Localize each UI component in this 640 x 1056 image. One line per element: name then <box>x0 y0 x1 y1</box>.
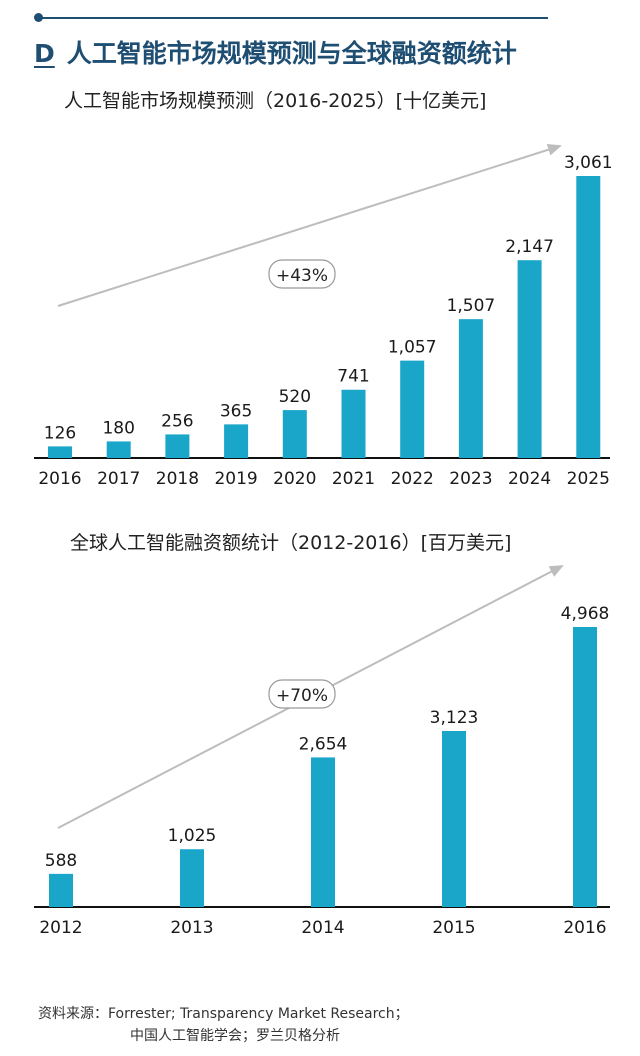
chart1-value-label: 256 <box>161 411 193 431</box>
chart2-value-label: 588 <box>45 851 77 871</box>
chart2-bar <box>573 627 597 907</box>
chart1-bar <box>458 319 483 458</box>
chart2-value-label: 4,968 <box>561 604 610 624</box>
chart2-category-label: 2014 <box>301 918 344 938</box>
chart1-bar <box>106 441 131 458</box>
chart2-category-label: 2015 <box>432 918 475 938</box>
chart1-growth-label: +43% <box>276 266 328 286</box>
source-line1: Forrester; Transparency Market Research； <box>108 1006 409 1022</box>
source-note: 资料来源：Forrester; Transparency Market Rese… <box>38 1003 409 1047</box>
chart2-bar <box>442 730 466 907</box>
chart1-category-label: 2024 <box>508 469 551 489</box>
chart2-bar <box>180 849 204 907</box>
chart1-value-label: 3,061 <box>564 153 613 173</box>
chart1-value-label: 520 <box>279 387 311 407</box>
source-label: 资料来源： <box>38 1006 108 1022</box>
chart1-category-label: 2025 <box>567 469 610 489</box>
chart1-value-label: 741 <box>337 367 369 387</box>
chart1-value-label: 1,057 <box>388 338 437 358</box>
chart2-title: 全球人工智能融资额统计（2012-2016）[百万美元] <box>70 532 512 554</box>
chart1-bar <box>48 446 72 458</box>
chart1-category-label: 2021 <box>332 469 375 489</box>
chart2-value-label: 3,123 <box>430 708 479 728</box>
chart2-value-label: 2,654 <box>299 734 348 754</box>
figure-letter: D <box>34 39 55 68</box>
chart1-value-label: 126 <box>44 423 76 443</box>
chart2-bar <box>49 873 73 907</box>
chart1-value-label: 1,507 <box>447 296 496 316</box>
chart1-category-label: 2020 <box>273 469 316 489</box>
figure-title: 人工智能市场规模预测与全球融资额统计 <box>66 39 517 68</box>
chart1-category-label: 2023 <box>449 469 492 489</box>
chart1-category-label: 2019 <box>214 469 257 489</box>
chart2-growth-badge <box>268 679 336 709</box>
chart2-category-label: 2016 <box>563 918 606 938</box>
chart1-bar <box>165 434 190 458</box>
chart1-growth-badge <box>268 259 336 289</box>
chart1-category-label: 2022 <box>391 469 434 489</box>
chart1-bar <box>341 389 366 458</box>
chart1-title: 人工智能市场规模预测（2016-2025）[十亿美元] <box>64 90 487 112</box>
chart1-category-label: 2016 <box>38 469 81 489</box>
chart2-category-label: 2013 <box>170 918 213 938</box>
funding-chart: +70% 588 2012 1,025 2013 2,654 2014 3,123 2015 4,… <box>34 565 610 938</box>
chart1-bar <box>282 410 307 458</box>
chart1-bar <box>576 176 601 458</box>
chart1-value-label: 2,147 <box>505 237 554 257</box>
figure-heading: D 人工智能市场规模预测与全球融资额统计 <box>34 34 517 70</box>
chart1-bar <box>517 260 542 458</box>
chart1-bar <box>400 360 425 458</box>
chart1-category-label: 2017 <box>97 469 140 489</box>
chart1-bar <box>224 424 249 458</box>
chart2-bar <box>311 757 335 907</box>
source-line2: 中国人工智能学会；罗兰贝格分析 <box>130 1028 340 1044</box>
header-rule <box>38 17 548 19</box>
chart2-growth-label: +70% <box>276 686 328 706</box>
chart1-growth-arrow <box>57 143 562 307</box>
chart2-value-label: 1,025 <box>168 826 217 846</box>
chart1-value-label: 365 <box>220 401 252 421</box>
chart1-value-label: 180 <box>102 418 134 438</box>
chart1-category-label: 2018 <box>156 469 199 489</box>
chart2-category-label: 2012 <box>39 918 82 938</box>
market-size-chart: +43% 126 2016 180 2017 256 2018 365 2019 520 2020 7… <box>34 143 613 489</box>
